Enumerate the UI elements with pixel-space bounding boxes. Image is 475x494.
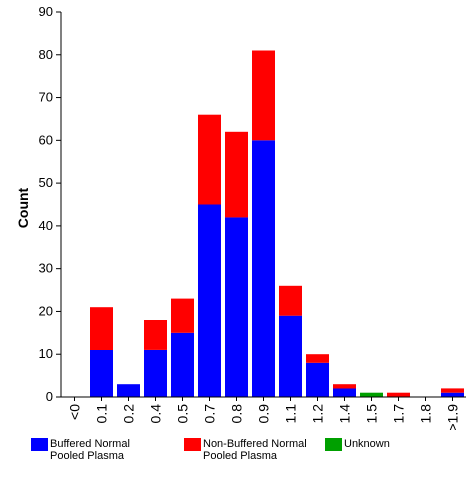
y-tick-label: 60 [39, 132, 53, 147]
y-axis-label: Count [15, 187, 31, 228]
bar-buffered-14 [441, 392, 464, 397]
bar-non-buffered-8 [279, 285, 302, 316]
legend: Buffered Normal Pooled Plasma Non-Buffer… [0, 438, 475, 494]
y-tick-label: 10 [39, 346, 53, 361]
bar-non-buffered-14 [441, 388, 464, 393]
x-tick-label: 0.7 [202, 404, 218, 424]
bar-buffered-10 [333, 388, 356, 397]
stacked-bar-chart: 0 10 20 30 40 50 60 70 80 90 <0 0.1 0.2 0.4 0.5 0.7 0.8… [15, 4, 466, 430]
bar-buffered-9 [306, 362, 329, 397]
x-axis-ticks: <0 0.1 0.2 0.4 0.5 0.7 0.8 0.9 1.1 1.2 1.4 1.5 1.7 1.… [67, 397, 461, 430]
legend-item-non-buffered: Non-Buffered Normal Pooled Plasma [184, 438, 321, 462]
legend-item-buffered: Buffered Normal Pooled Plasma [31, 438, 142, 462]
x-tick-label: 0.9 [256, 404, 272, 424]
x-tick-label: <0 [67, 404, 83, 420]
y-axis-ticks: 0 10 20 30 40 50 60 70 80 90 [39, 4, 61, 404]
bar-non-buffered-5 [198, 114, 221, 205]
bar-unknown-11 [360, 392, 383, 397]
legend-swatch-non-buffered [184, 438, 201, 451]
legend-label-unknown: Unknown [344, 438, 390, 450]
x-tick-label: >1.9 [445, 404, 461, 430]
bar-non-buffered-9 [306, 354, 329, 363]
legend-label-buffered: Buffered Normal Pooled Plasma [50, 438, 130, 462]
y-tick-label: 20 [39, 303, 53, 318]
bar-buffered-8 [279, 315, 302, 397]
bar-buffered-2 [117, 384, 140, 397]
y-tick-label: 30 [39, 261, 53, 276]
bar-buffered-4 [171, 332, 194, 397]
y-tick-label: 90 [39, 4, 53, 19]
y-tick-label: 0 [46, 389, 53, 404]
x-tick-label: 1.8 [418, 404, 434, 424]
x-tick-label: 0.8 [229, 404, 245, 424]
x-tick-label: 0.2 [121, 404, 137, 424]
bar-buffered-7 [252, 140, 275, 398]
x-tick-label: 1.4 [337, 404, 353, 424]
bar-buffered-5 [198, 204, 221, 397]
bar-buffered-1 [90, 349, 113, 397]
y-tick-label: 40 [39, 218, 53, 233]
legend-label-non-buffered: Non-Buffered Normal Pooled Plasma [203, 438, 307, 462]
x-tick-label: 0.5 [175, 404, 191, 424]
x-tick-label: 1.1 [283, 404, 299, 424]
x-tick-label: 0.1 [94, 404, 110, 424]
x-tick-label: 0.4 [148, 404, 164, 424]
y-tick-label: 50 [39, 175, 53, 190]
y-tick-label: 80 [39, 47, 53, 62]
y-tick-label: 70 [39, 90, 53, 105]
legend-swatch-unknown [325, 438, 342, 451]
bars-group [90, 50, 464, 398]
bar-non-buffered-6 [225, 131, 248, 218]
bar-non-buffered-1 [90, 307, 113, 350]
x-tick-label: 1.7 [391, 404, 407, 424]
bar-non-buffered-10 [333, 384, 356, 389]
bar-buffered-3 [144, 349, 167, 397]
bar-non-buffered-4 [171, 298, 194, 333]
legend-item-unknown: Unknown [325, 438, 436, 451]
bar-non-buffered-12 [387, 392, 410, 397]
bar-non-buffered-3 [144, 320, 167, 350]
x-tick-label: 1.5 [364, 404, 380, 424]
x-tick-label: 1.2 [310, 404, 326, 424]
bar-non-buffered-7 [252, 50, 275, 141]
legend-swatch-buffered [31, 438, 48, 451]
bar-buffered-6 [225, 217, 248, 397]
